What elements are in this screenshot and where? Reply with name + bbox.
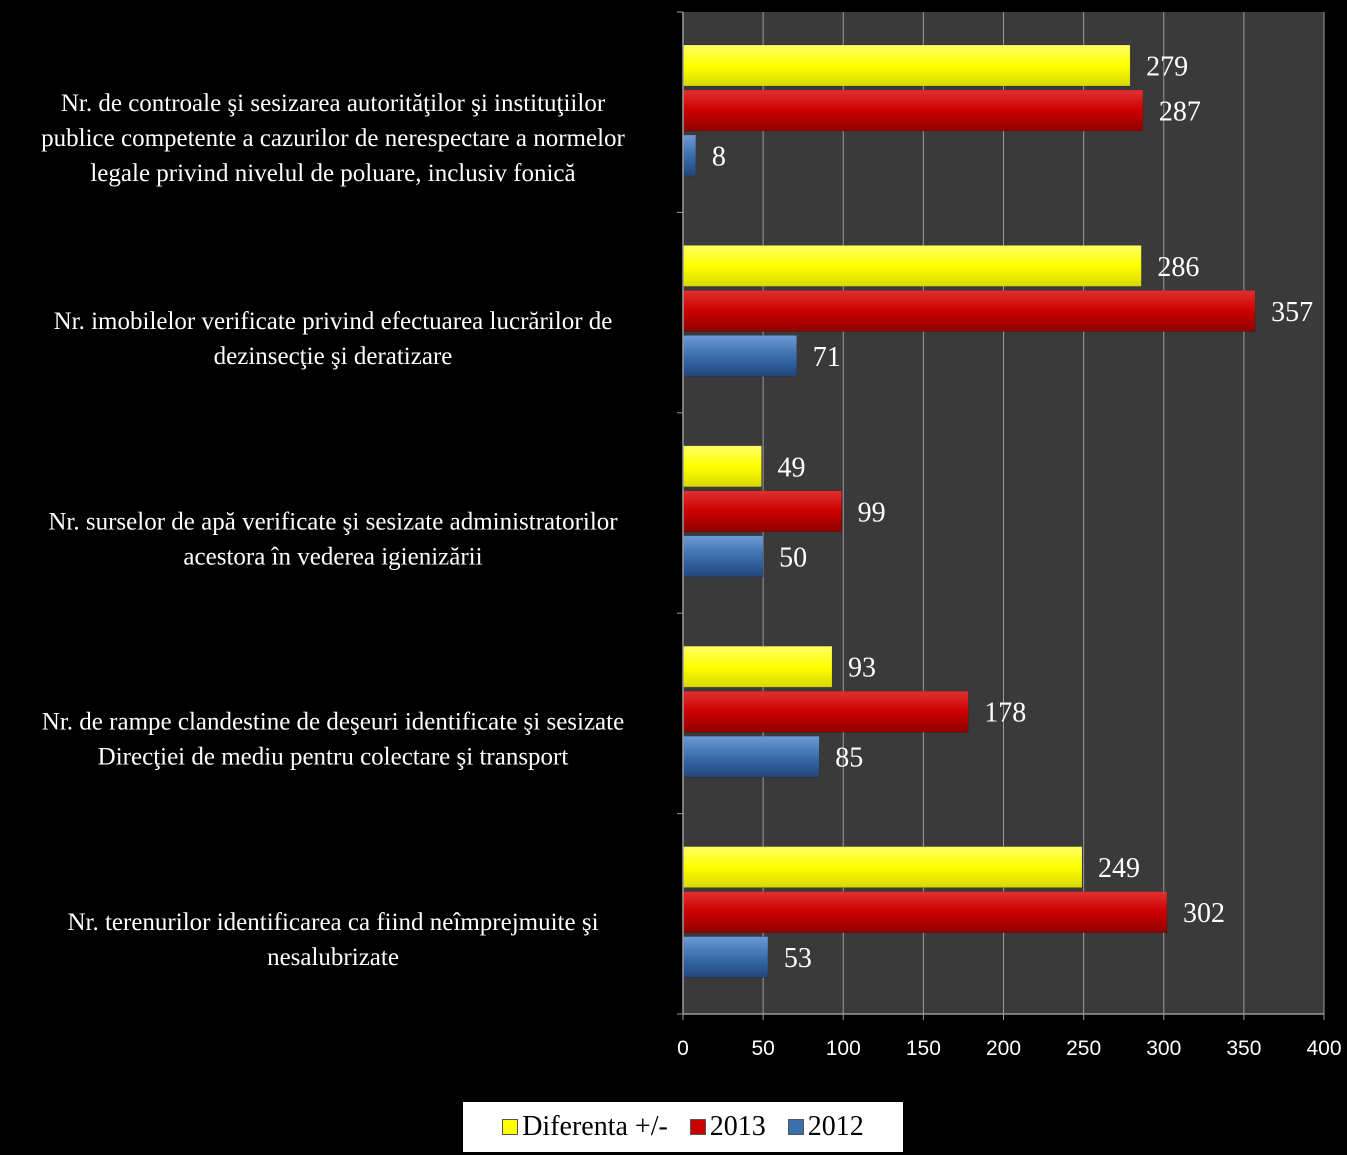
category-label-line: Nr. de controale şi sesizarea autorităţi… bbox=[61, 90, 606, 117]
bar-2013-5 bbox=[682, 891, 1168, 933]
data-label-diferenta-3: 49 bbox=[778, 452, 806, 483]
x-tick-label-300: 300 bbox=[1146, 1037, 1181, 1060]
x-tick-label-250: 250 bbox=[1066, 1037, 1101, 1060]
x-tick-label-150: 150 bbox=[906, 1037, 941, 1060]
legend-label-2012: 2012 bbox=[807, 1111, 864, 1142]
bar-2012-5 bbox=[682, 936, 769, 978]
category-label-1: Nr. de controale şi sesizarea autorităţi… bbox=[41, 90, 625, 187]
category-label-line: Nr. imobilelor verificate privind efectu… bbox=[54, 308, 613, 335]
data-label-diferenta-2: 286 bbox=[1157, 252, 1199, 283]
data-label-diferenta-5: 249 bbox=[1098, 853, 1140, 884]
category-label-line: nesalubrizate bbox=[267, 944, 399, 971]
legend-swatch-yellow bbox=[502, 1119, 519, 1135]
gridlines bbox=[762, 12, 1325, 1014]
category-label-5: Nr. terenurilor identificarea ca fiind n… bbox=[67, 909, 598, 971]
data-label-2012-5: 53 bbox=[784, 943, 812, 974]
data-label-2012-2: 71 bbox=[813, 342, 841, 373]
legend-item-diferenta: Diferenta +/- bbox=[502, 1111, 668, 1143]
x-tick-label-50: 50 bbox=[751, 1037, 774, 1060]
data-label-2013-5: 302 bbox=[1183, 898, 1225, 929]
category-label-3: Nr. surselor de apă verificate şi sesiza… bbox=[48, 508, 618, 570]
data-label-2013-3: 99 bbox=[858, 497, 886, 528]
bar-diferenta-3 bbox=[682, 445, 762, 488]
x-tick-label-350: 350 bbox=[1226, 1037, 1261, 1060]
bar-diferenta-5 bbox=[682, 846, 1083, 888]
bar-diferenta-1 bbox=[682, 44, 1131, 87]
bar-2012-1 bbox=[682, 134, 697, 177]
category-label-line: acestora în vederea igienizării bbox=[183, 543, 482, 570]
data-label-diferenta-1: 279 bbox=[1146, 52, 1188, 83]
legend-swatch-blue bbox=[787, 1119, 804, 1135]
category-label-4: Nr. de rampe clandestine de deşeuri iden… bbox=[42, 709, 624, 771]
legend-label-2013: 2013 bbox=[709, 1111, 766, 1142]
bar-chart: 0 50 100 150 200 250 300 350 400 279 287 8 Nr. de co… bbox=[41, 11, 1342, 1061]
category-label-line: publice competente a cazurilor de neresp… bbox=[41, 125, 625, 152]
bar-2012-2 bbox=[682, 335, 798, 377]
labels: 0 50 100 150 200 250 300 350 400 279 287 8 Nr. de co… bbox=[41, 52, 1341, 1061]
data-label-2013-1: 287 bbox=[1159, 97, 1201, 128]
category-label-line: Nr. surselor de apă verificate şi sesiza… bbox=[48, 508, 618, 535]
category-label-line: Direcţiei de mediu pentru colectare şi t… bbox=[98, 744, 569, 771]
category-label-line: legale privind nivelul de poluare, inclu… bbox=[90, 160, 575, 187]
data-label-2013-4: 178 bbox=[984, 698, 1026, 729]
bars bbox=[682, 44, 1256, 978]
bar-diferenta-2 bbox=[682, 245, 1142, 287]
bar-2013-4 bbox=[682, 690, 969, 733]
x-tick-label-100: 100 bbox=[826, 1037, 861, 1060]
legend-item-2013: 2013 bbox=[689, 1111, 766, 1143]
data-label-2012-3: 50 bbox=[779, 542, 807, 573]
legend-swatch-red bbox=[689, 1119, 706, 1135]
legend-label-diferenta: Diferenta +/- bbox=[522, 1111, 668, 1142]
x-tick-label-0: 0 bbox=[677, 1037, 689, 1060]
data-label-2012-4: 85 bbox=[835, 743, 863, 774]
bar-2012-3 bbox=[682, 535, 764, 578]
bar-2013-3 bbox=[682, 490, 842, 533]
x-tick-label-200: 200 bbox=[986, 1037, 1021, 1060]
bar-2013-2 bbox=[682, 290, 1256, 332]
category-label-2: Nr. imobilelor verificate privind efectu… bbox=[54, 308, 613, 370]
bar-2013-1 bbox=[682, 89, 1144, 132]
data-label-2013-2: 357 bbox=[1271, 297, 1313, 328]
data-label-2012-1: 8 bbox=[712, 142, 726, 173]
bar-diferenta-4 bbox=[682, 645, 833, 688]
category-label-line: Nr. terenurilor identificarea ca fiind n… bbox=[67, 909, 598, 936]
bar-2012-4 bbox=[682, 735, 820, 778]
category-label-line: Nr. de rampe clandestine de deşeuri iden… bbox=[42, 709, 624, 736]
legend: Diferenta +/- 2013 2012 bbox=[463, 1102, 903, 1152]
category-label-line: dezinsecţie şi deratizare bbox=[214, 343, 453, 370]
data-label-diferenta-4: 93 bbox=[848, 653, 876, 684]
axes bbox=[677, 11, 1325, 1020]
x-tick-label-400: 400 bbox=[1306, 1037, 1341, 1060]
legend-item-2012: 2012 bbox=[787, 1111, 864, 1143]
